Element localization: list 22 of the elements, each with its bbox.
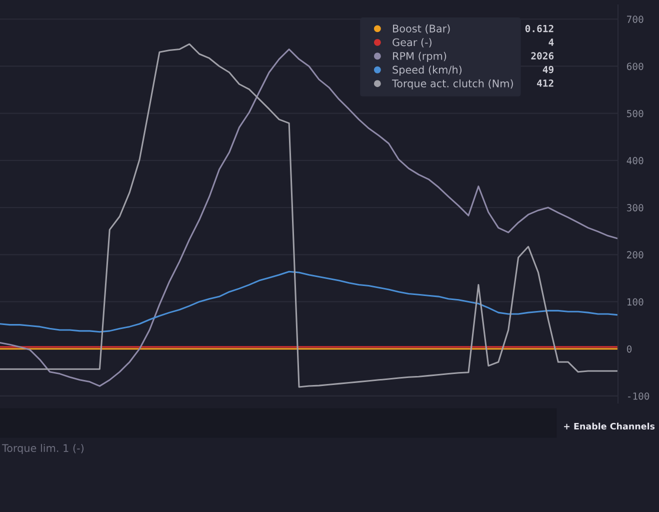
annotation: 0.612 [525,24,554,32]
legend-label: Torque act. clutch (Nm) [392,79,513,90]
text: Torque lim. 1 (-) [2,444,84,454]
legend-label: RPM (rpm) [393,52,446,62]
line-series [0,270,618,333]
y-tick-label: -100 [628,392,650,400]
y-tick-label: 200 [627,251,644,258]
annotation: 2026 [531,52,554,60]
y-tick-label: 100 [628,298,644,306]
y-tick-label: 600 [626,62,644,70]
annotation: 412 [537,79,554,87]
annotation: 49 [542,66,554,74]
y-tick-label: 300 [626,204,644,212]
annotation: 4 [548,38,554,46]
y-tick-label: 0 [626,345,632,353]
legend-label: Speed (km/h) [392,66,462,76]
y-tick-label: 500 [627,110,644,118]
y-tick-label: 400 [626,156,644,164]
y-tick-label: 700 [626,16,644,23]
legend-label: Gear (-) [392,38,432,48]
text: + Enable Channels [564,422,655,430]
legend-label: Boost (Bar) [393,24,450,34]
